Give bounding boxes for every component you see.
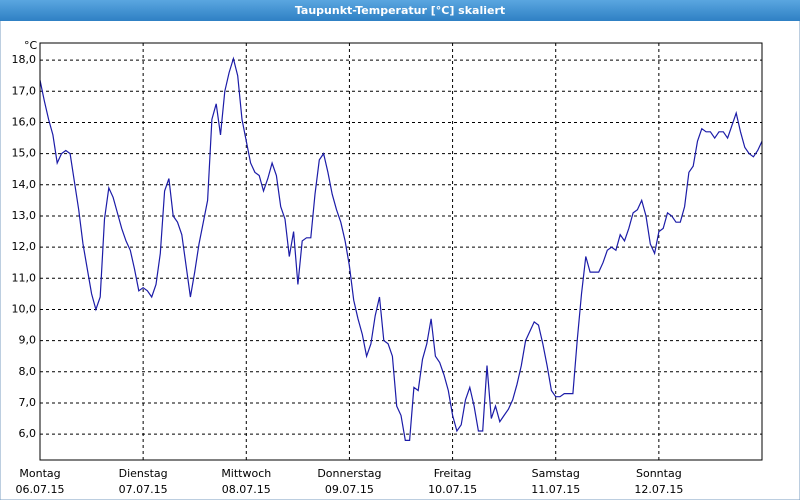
x-tick-date: 07.07.15 [119,483,168,496]
plot-frame [39,42,763,461]
y-tick-label: 16,0 [12,115,37,128]
x-tick-label: Dienstag [119,467,168,480]
y-unit: °C [24,39,38,52]
x-tick-date: 10.07.15 [428,483,477,496]
x-tick-label: Freitag [434,467,472,480]
y-tick-label: 6,0 [19,427,37,440]
x-tick-date: 08.07.15 [222,483,271,496]
y-tick-label: 18,0 [12,53,37,66]
x-tick-date: 12.07.15 [634,483,683,496]
y-tick-label: 17,0 [12,84,37,97]
x-tick-label: Montag [19,467,60,480]
x-tick-date: 09.07.15 [325,483,374,496]
y-tick-label: 12,0 [12,240,37,253]
chart-title: Taupunkt-Temperatur [°C] skaliert [295,4,505,17]
y-tick-label: 8,0 [19,365,37,378]
x-tick-label: Sonntag [636,467,682,480]
y-tick-label: 7,0 [19,396,37,409]
x-tick-label: Donnerstag [317,467,381,480]
x-tick-label: Samstag [532,467,580,480]
title-bar [0,0,800,21]
y-tick-label: 10,0 [12,302,37,315]
x-tick-date: 06.07.15 [16,483,65,496]
y-tick-label: 13,0 [12,209,37,222]
y-tick-label: 9,0 [19,334,37,347]
y-tick-label: 14,0 [12,178,37,191]
y-tick-label: 15,0 [12,147,37,160]
y-tick-label: 11,0 [12,271,37,284]
data-line [39,56,763,441]
x-tick-label: Mittwoch [221,467,271,480]
x-tick-date: 11.07.15 [531,483,580,496]
